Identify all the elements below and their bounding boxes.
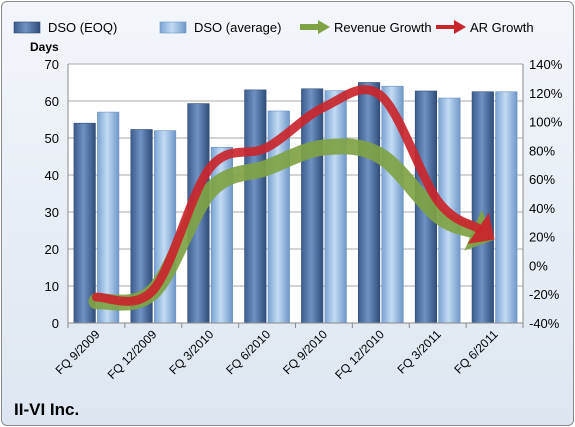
y-tick-label: 30 [45,205,59,220]
y2-tick-label: 140% [529,57,563,72]
y-tick-label: 70 [45,57,59,72]
legend-arrow-2 [318,20,330,34]
y2-tick-label: 20% [529,230,555,245]
legend-swatch-1 [159,21,187,34]
ar-growth-line [91,85,483,306]
y2-tick-label: 0% [529,258,548,273]
legend-label: DSO (EOQ) [48,20,117,35]
x-tick-label: FQ 6/2011 [451,327,501,377]
y-tick-label: 0 [52,316,59,331]
y2-tick-label: 120% [529,86,563,101]
y2-tick-label: 60% [529,172,555,187]
x-tick-label: FQ 9/2010 [280,327,330,377]
legend-label: DSO (average) [194,20,281,35]
y2-tick-label: 40% [529,201,555,216]
x-tick-label: FQ 12/2009 [105,327,160,382]
bar-dso-average [495,91,518,324]
y-tick-label: 60 [45,94,59,109]
y-tick-label: 50 [45,131,59,146]
bar-dso-eoq [73,122,96,324]
y2-tick-label: -20% [529,287,560,302]
y-tick-label: 20 [45,242,59,257]
bar-dso-average [324,90,347,324]
bar-dso-average [97,111,120,324]
bar-dso-eoq [244,89,267,324]
x-tick-label: FQ 6/2010 [223,327,273,377]
ar-growth-arrowhead [467,212,495,244]
y-tick-label: 10 [45,279,59,294]
x-tick-label: FQ 12/2010 [332,327,387,382]
legend-arrow-3 [454,20,466,34]
y-axis-title: Days [30,40,59,54]
y2-tick-label: 100% [529,115,563,130]
company-name: II-VI Inc. [14,400,80,419]
legend-label: Revenue Growth [334,20,432,35]
legend-swatch-0 [13,21,41,34]
x-tick-label: FQ 3/2010 [166,327,216,377]
y2-tick-label: -40% [529,316,560,331]
y2-tick-label: 80% [529,143,555,158]
bar-dso-eoq [471,91,494,324]
y-tick-label: 40 [45,168,59,183]
legend-label: AR Growth [470,20,534,35]
bar-dso-eoq [358,82,381,324]
x-tick-label: FQ 3/2011 [394,327,444,377]
legend: DSO (EOQ) DSO (average) Revenue Growth AR G… [13,20,534,35]
x-tick-label: FQ 9/2009 [53,327,103,377]
